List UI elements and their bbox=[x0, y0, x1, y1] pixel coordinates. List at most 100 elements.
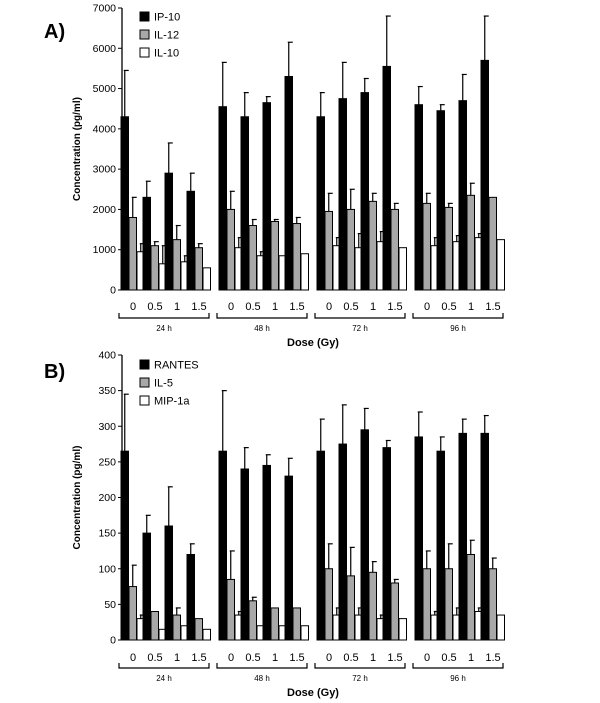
x-tick-label: 0.5 bbox=[441, 301, 456, 313]
bar bbox=[458, 100, 467, 291]
x-tick-label: 1 bbox=[174, 652, 180, 664]
y-tick-label: 6000 bbox=[93, 43, 117, 55]
bar bbox=[202, 267, 211, 291]
bar bbox=[496, 239, 505, 291]
bar bbox=[414, 104, 423, 291]
x-tick-label: 0.5 bbox=[245, 301, 260, 313]
bar bbox=[186, 190, 195, 291]
bar bbox=[422, 568, 431, 641]
x-tick-label: 1.5 bbox=[485, 301, 500, 313]
bar bbox=[360, 92, 369, 291]
legend-swatch bbox=[139, 395, 150, 406]
y-tick-label: 7000 bbox=[93, 3, 117, 15]
y-tick-label: 3000 bbox=[93, 164, 117, 176]
bar bbox=[488, 568, 497, 641]
legend-swatch bbox=[139, 47, 150, 58]
legend-label: IL-12 bbox=[154, 30, 179, 42]
y-tick-label: 50 bbox=[104, 599, 116, 611]
x-tick-label: 0 bbox=[326, 652, 332, 664]
bar bbox=[458, 432, 467, 641]
x-tick-label: 1.5 bbox=[387, 301, 402, 313]
legend-label: IL-10 bbox=[154, 48, 179, 60]
x-axis-title: Dose (Gy) bbox=[287, 337, 339, 349]
bar bbox=[422, 202, 431, 291]
panel-b-chart: B)050100150200250300350400Concentration … bbox=[44, 350, 505, 699]
group-label: 48 h bbox=[254, 324, 270, 333]
bar bbox=[398, 247, 407, 291]
bar bbox=[120, 116, 129, 291]
bar bbox=[172, 239, 181, 291]
bar bbox=[436, 450, 445, 641]
y-tick-label: 0 bbox=[110, 285, 116, 297]
bar bbox=[338, 443, 347, 641]
bar bbox=[194, 618, 203, 641]
bar bbox=[142, 196, 151, 291]
bar bbox=[164, 172, 173, 291]
bar bbox=[142, 532, 151, 641]
bar bbox=[414, 436, 423, 641]
y-axis-title: Concentration (pg/ml) bbox=[72, 446, 83, 550]
y-tick-label: 4000 bbox=[93, 123, 117, 135]
legend-label: IL-5 bbox=[154, 378, 173, 390]
bar bbox=[444, 568, 453, 641]
x-tick-label: 1.5 bbox=[191, 652, 206, 664]
legend-swatch bbox=[139, 29, 150, 40]
bar bbox=[324, 568, 333, 641]
bar bbox=[316, 116, 325, 291]
bar bbox=[226, 578, 235, 641]
x-tick-label: 0.5 bbox=[147, 652, 162, 664]
bar bbox=[346, 208, 355, 291]
x-tick-label: 1 bbox=[370, 652, 376, 664]
y-tick-label: 5000 bbox=[93, 83, 117, 95]
bar bbox=[480, 432, 489, 641]
y-tick-label: 2000 bbox=[93, 204, 117, 216]
bar bbox=[488, 196, 497, 291]
bar bbox=[128, 586, 137, 641]
x-tick-label: 0 bbox=[424, 301, 430, 313]
bar bbox=[368, 200, 377, 291]
bar bbox=[382, 65, 391, 291]
x-tick-label: 0.5 bbox=[343, 301, 358, 313]
group-label: 72 h bbox=[352, 324, 368, 333]
bar bbox=[480, 59, 489, 291]
bar bbox=[248, 225, 257, 291]
bar bbox=[226, 208, 235, 291]
x-tick-label: 0 bbox=[228, 652, 234, 664]
bar bbox=[368, 571, 377, 641]
bar bbox=[292, 223, 301, 291]
x-tick-label: 0.5 bbox=[441, 652, 456, 664]
y-tick-label: 300 bbox=[98, 421, 116, 433]
y-tick-label: 250 bbox=[98, 456, 116, 468]
bar bbox=[466, 194, 475, 291]
x-tick-label: 0.5 bbox=[245, 652, 260, 664]
x-tick-label: 0.5 bbox=[147, 301, 162, 313]
x-tick-label: 1.5 bbox=[289, 301, 304, 313]
bar bbox=[120, 450, 129, 641]
x-tick-label: 1 bbox=[370, 301, 376, 313]
x-tick-label: 1 bbox=[468, 652, 474, 664]
bar bbox=[284, 475, 293, 641]
panel-a-chart: A)01000200030004000500060007000Concentra… bbox=[44, 3, 505, 349]
x-tick-label: 0 bbox=[130, 652, 136, 664]
legend-swatch bbox=[139, 359, 150, 370]
y-tick-label: 200 bbox=[98, 492, 116, 504]
bar bbox=[338, 98, 347, 291]
group-bracket bbox=[412, 313, 504, 319]
y-tick-label: 150 bbox=[98, 528, 116, 540]
x-tick-label: 0 bbox=[130, 301, 136, 313]
bar bbox=[262, 464, 271, 641]
bar bbox=[262, 102, 271, 291]
x-tick-label: 1 bbox=[272, 652, 278, 664]
bar bbox=[398, 618, 407, 641]
bar bbox=[390, 582, 399, 641]
bar bbox=[270, 607, 279, 641]
y-tick-label: 350 bbox=[98, 385, 116, 397]
group-bracket bbox=[216, 313, 308, 319]
group-label: 24 h bbox=[156, 324, 172, 333]
group-bracket bbox=[216, 663, 308, 669]
y-tick-label: 400 bbox=[98, 350, 116, 362]
group-bracket bbox=[314, 313, 406, 319]
bar bbox=[382, 447, 391, 641]
group-bracket bbox=[118, 663, 210, 669]
